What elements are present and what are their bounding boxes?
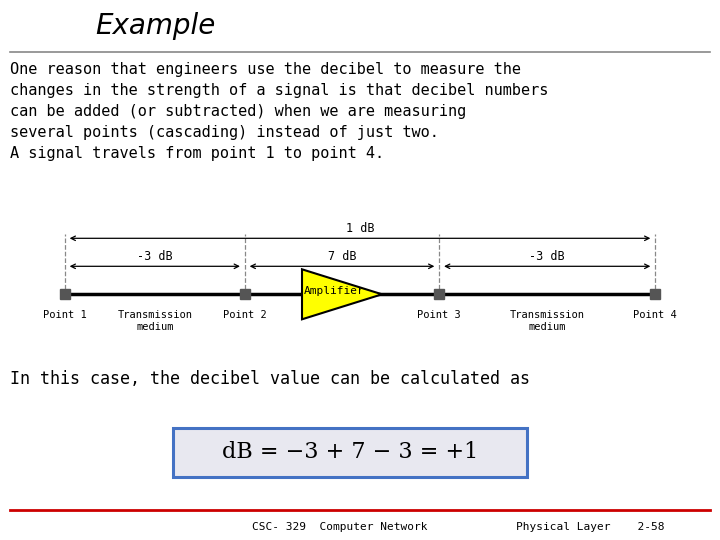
Text: 1 dB: 1 dB [346, 222, 374, 235]
Polygon shape [302, 269, 382, 319]
Text: CSC- 329  Computer Network: CSC- 329 Computer Network [252, 522, 428, 532]
Text: Point 1: Point 1 [43, 310, 86, 320]
Text: Amplifier: Amplifier [304, 286, 364, 296]
Text: In this case, the decibel value can be calculated as: In this case, the decibel value can be c… [10, 370, 530, 388]
Text: Point 3: Point 3 [418, 310, 461, 320]
Text: Point 2: Point 2 [223, 310, 266, 320]
Text: Physical Layer    2-58: Physical Layer 2-58 [516, 522, 665, 532]
Bar [240, 289, 250, 299]
Bar [650, 289, 660, 299]
Text: Point 4: Point 4 [634, 310, 677, 320]
Text: 7 dB: 7 dB [328, 251, 356, 264]
Text: Transmission
medium: Transmission medium [510, 310, 585, 332]
FancyBboxPatch shape [173, 428, 527, 477]
Text: -3 dB: -3 dB [137, 251, 173, 264]
Text: dB = −3 + 7 − 3 = +1: dB = −3 + 7 − 3 = +1 [222, 442, 478, 463]
Text: One reason that engineers use the decibel to measure the
changes in the strength: One reason that engineers use the decibe… [10, 62, 549, 161]
Text: -3 dB: -3 dB [529, 251, 565, 264]
Bar [434, 289, 444, 299]
Text: Transmission
medium: Transmission medium [117, 310, 192, 332]
Bar [60, 289, 70, 299]
Text: Example: Example [95, 12, 215, 40]
